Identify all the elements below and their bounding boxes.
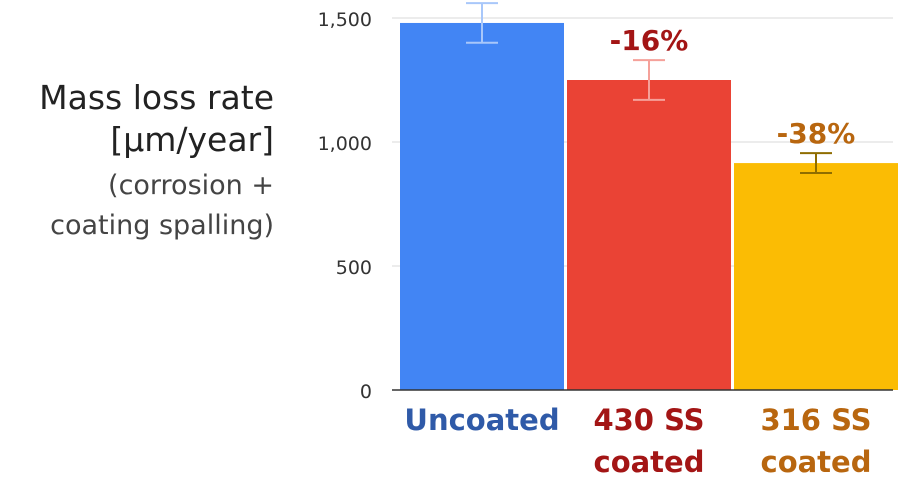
- y-tick-label: 1,500: [318, 9, 372, 31]
- bar: [400, 22, 564, 391]
- x-tick-label: 316 SS: [760, 403, 871, 437]
- y-tick-label: 1,000: [318, 133, 372, 155]
- bar: [734, 163, 898, 390]
- y-tick-label: 0: [360, 381, 372, 403]
- bar: [567, 80, 731, 390]
- y-axis-label-line-1: Mass loss rate: [39, 78, 274, 117]
- y-axis-label-line-2: [µm/year]: [110, 120, 274, 159]
- x-tick-label: coated: [761, 445, 872, 479]
- y-tick-label: 500: [336, 257, 372, 279]
- y-axis-label-line-3: (corrosion +: [108, 170, 274, 201]
- x-tick-label: coated: [594, 445, 705, 479]
- x-tick-label: 430 SS: [593, 403, 704, 437]
- bar-annotation: -38%: [777, 117, 856, 150]
- y-axis-label-line-4: coating spalling): [50, 210, 274, 241]
- x-tick-label: Uncoated: [404, 403, 559, 437]
- bar-annotation: -16%: [610, 24, 689, 57]
